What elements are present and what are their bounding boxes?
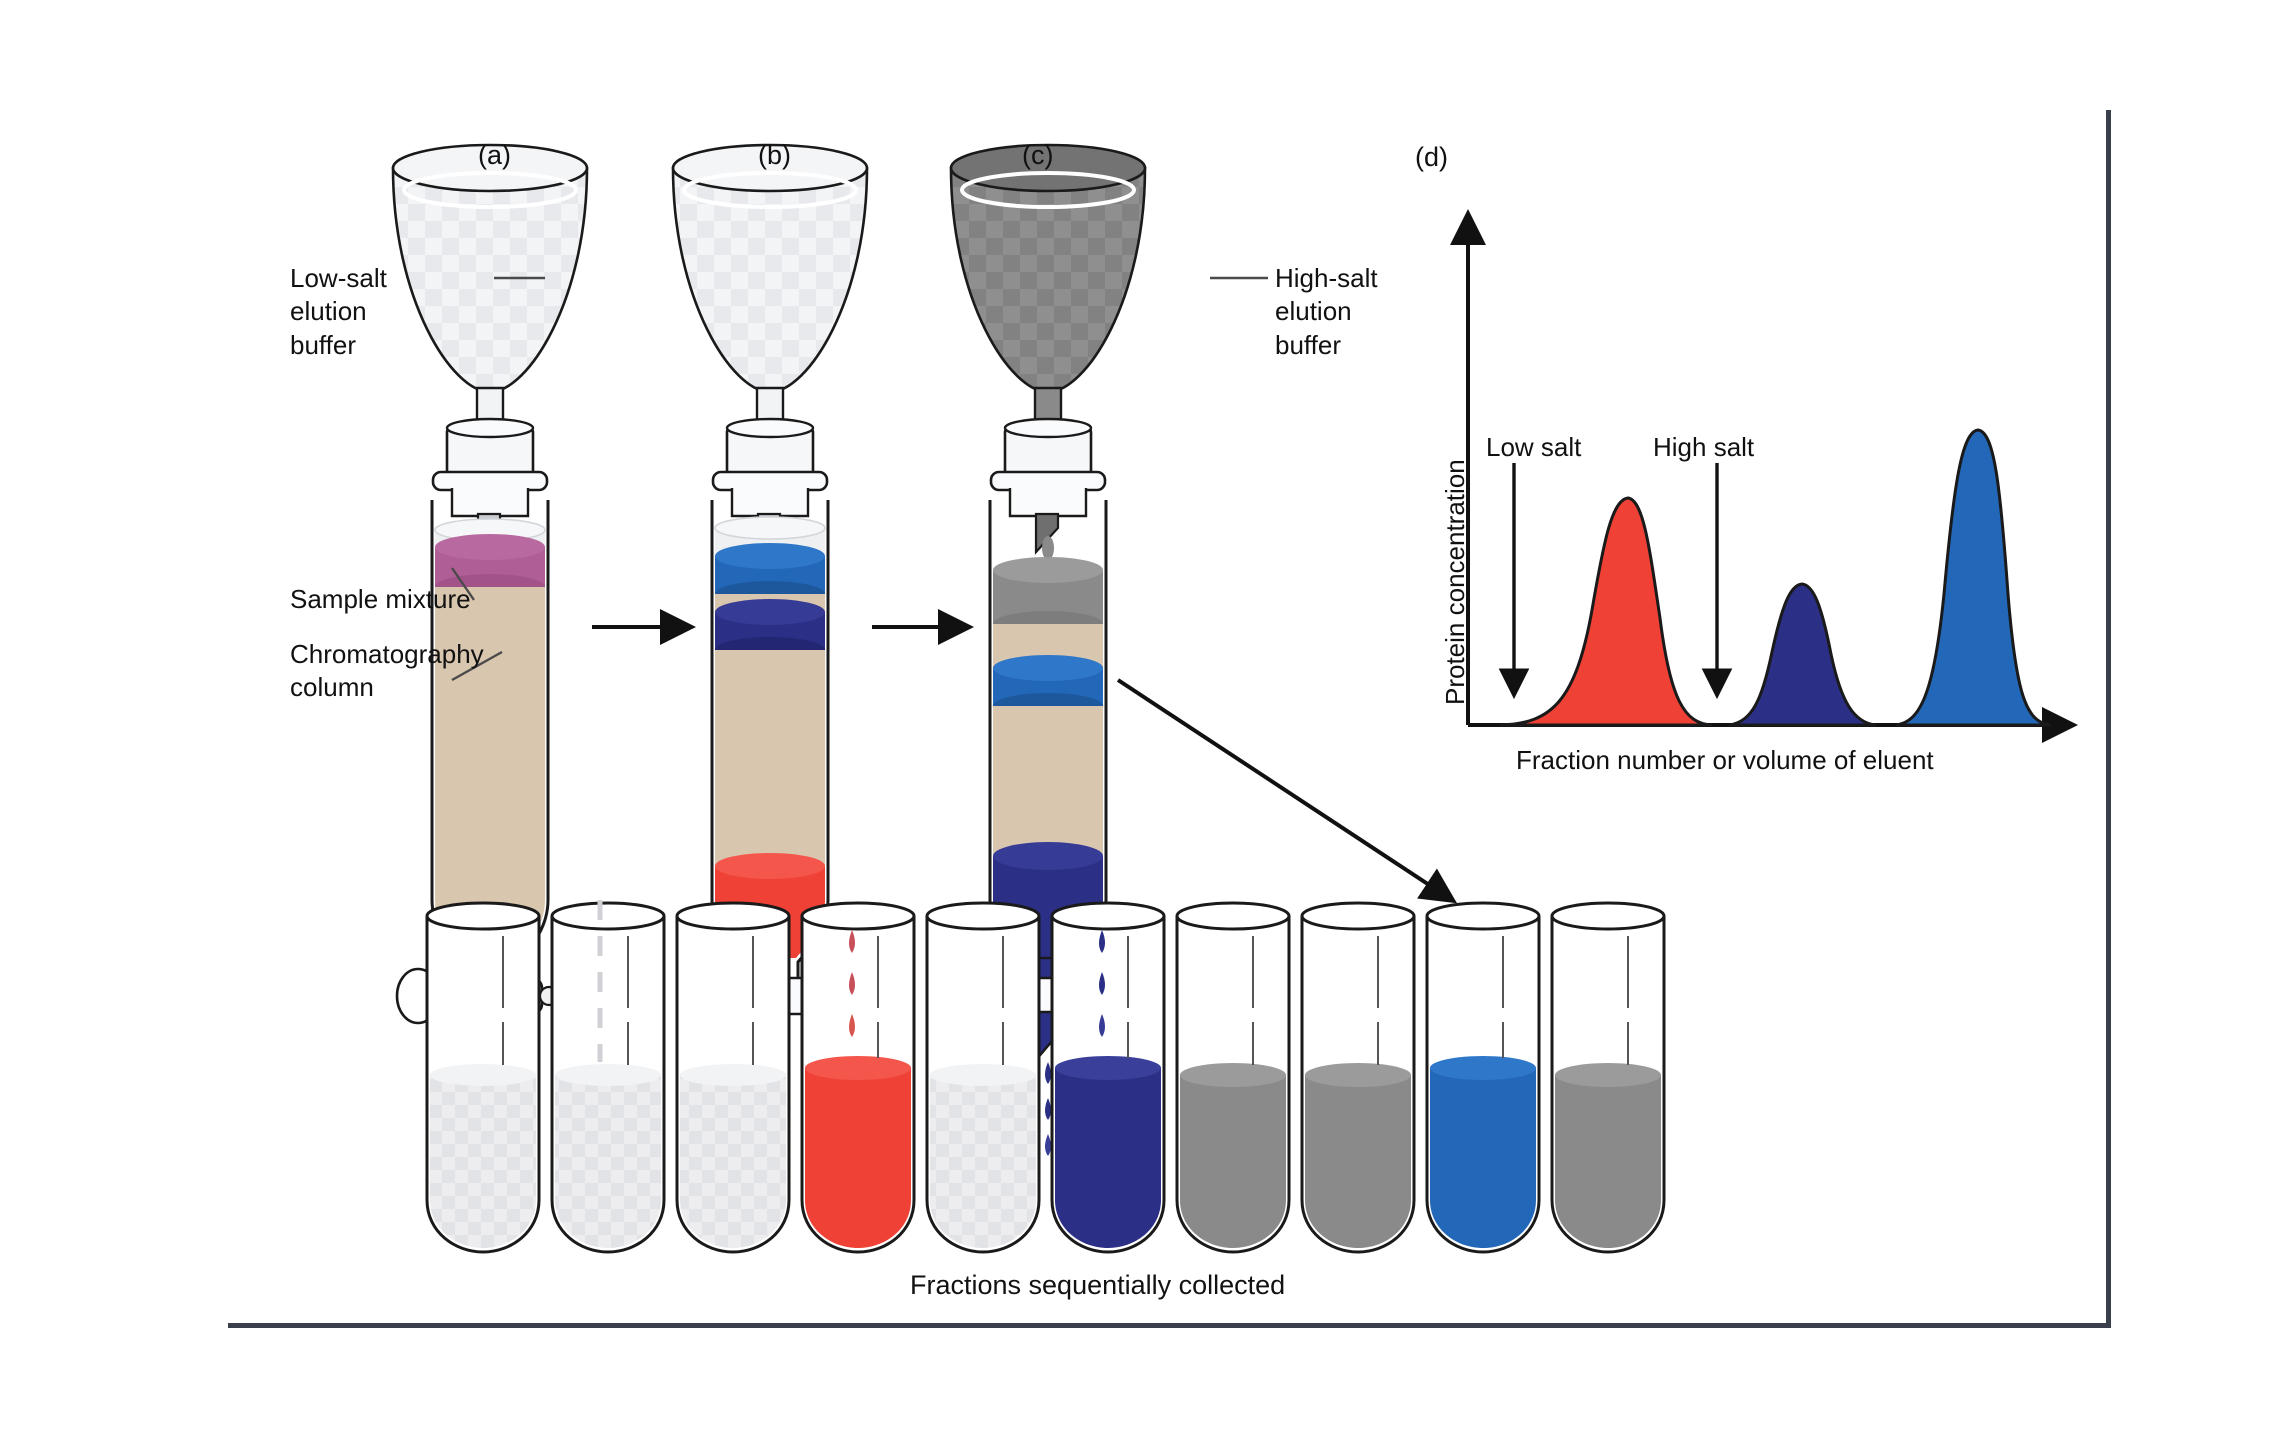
high-salt-annotation-label: High salt [1653, 432, 1755, 462]
collar-skirt-a [450, 488, 530, 518]
tube-3-contents [680, 1075, 786, 1248]
tube-7-contents [1180, 1075, 1286, 1248]
chart-peak-navy [1728, 582, 1877, 727]
column-collar-a [431, 470, 549, 492]
figure-frame [228, 110, 2111, 1328]
sample-mixture-label: Sample mixture [290, 584, 471, 614]
tube-6-contents [1055, 1068, 1161, 1248]
stopper-top-c [1003, 417, 1093, 439]
chromatography-column-label: Chromatography column [290, 639, 484, 703]
tube-8-contents [1305, 1075, 1411, 1248]
blue-band-top-b [715, 543, 825, 569]
inlet-droplet-c [1042, 536, 1054, 560]
tube-4-drip [849, 930, 855, 1037]
tube-9 [1425, 901, 1541, 1254]
tube-4-contents [805, 1068, 911, 1248]
tube-6 [1050, 901, 1166, 1254]
leader-chromatography-column [451, 650, 503, 682]
stopper-top-b [725, 417, 815, 439]
tube-9-contents [1430, 1068, 1536, 1248]
chart-y-axis-label: Protein concentration [1440, 459, 1470, 705]
tube-5 [925, 901, 1041, 1254]
collar-skirt-b [730, 488, 810, 518]
test-tube-row [425, 900, 1666, 1254]
funnel-rim-highlight-a [402, 171, 578, 209]
chart-peak-red [1499, 496, 1713, 727]
red-eluate-surface-b [715, 853, 825, 879]
tube-10-contents [1555, 1075, 1661, 1248]
resin-lower-c [993, 706, 1103, 856]
sample-band-top-a [435, 534, 545, 560]
drip-trail-c [1045, 1062, 1051, 1156]
tube-1-contents [430, 1075, 536, 1248]
fractions-caption: Fractions sequentially collected [910, 1270, 1286, 1300]
collar-skirt-c [1008, 488, 1088, 518]
panel-tag-b: (b) [758, 140, 791, 170]
tube-4 [800, 901, 916, 1254]
funnel-rim-highlight-c [960, 171, 1136, 209]
high-salt-surface-c [993, 557, 1103, 583]
process-arrow-c-to-tube [1116, 678, 1458, 904]
column-collar-b [711, 470, 829, 492]
tube-8 [1300, 901, 1416, 1254]
panel-tag-d: (d) [1415, 142, 1448, 172]
leader-sample-mixture [451, 567, 475, 601]
funnel-rim-c [949, 143, 1147, 193]
tube-2 [550, 900, 666, 1254]
panel-tag-a: (a) [478, 140, 511, 170]
low-salt-annotation-label: Low salt [1486, 432, 1582, 462]
buffer-surface-b [714, 516, 826, 540]
high-salt-elution-buffer-label: High-salt elution buffer [1275, 263, 1378, 360]
tube-10 [1550, 901, 1666, 1254]
navy-eluate-surface-c [993, 842, 1103, 870]
funnel-rim-highlight-b [682, 171, 858, 209]
chart-x-axis-label: Fraction number or volume of eluent [1516, 745, 1934, 775]
tube-5-contents [930, 1075, 1036, 1248]
tube-3 [675, 901, 791, 1254]
tube-7 [1175, 901, 1291, 1254]
inlet-tip-c [1034, 512, 1060, 555]
tube-2-contents [555, 1075, 661, 1248]
chart-peak-blue [1895, 428, 2051, 727]
column-collar-c [989, 470, 1107, 492]
resin-bed-a [435, 587, 545, 958]
panel-tag-c: (c) [1022, 140, 1054, 170]
blue-band-top-c [993, 655, 1103, 681]
stopper-top-a [445, 417, 535, 439]
elution-chart [1450, 209, 2078, 743]
tube-6-drip [1099, 930, 1105, 1037]
low-salt-elution-buffer-label: Low-salt elution buffer [290, 263, 387, 360]
navy-band-top-b [715, 599, 825, 625]
resin-bed-b [715, 650, 825, 866]
funnel-rim-a [391, 143, 589, 193]
tube-1 [425, 901, 541, 1254]
funnel-rim-b [671, 143, 869, 193]
